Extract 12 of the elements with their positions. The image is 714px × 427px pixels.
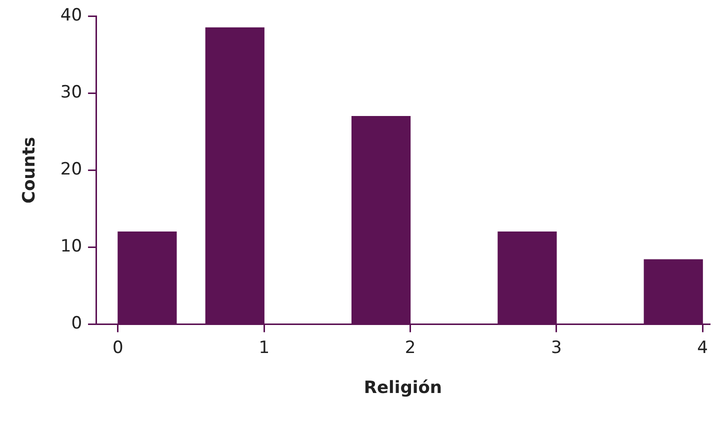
x-tick-label: 4 xyxy=(697,338,708,358)
y-tick-label: 10 xyxy=(60,236,82,257)
x-tick-label: 0 xyxy=(112,338,124,358)
y-tick-label: 30 xyxy=(60,82,82,103)
x-tick-label: 1 xyxy=(258,338,270,358)
x-tick-label: 2 xyxy=(404,338,416,358)
y-tick-label: 20 xyxy=(60,160,82,180)
x-axis-title: Religión xyxy=(364,378,442,398)
y-tick-label: 40 xyxy=(60,6,82,26)
x-tick-label: 3 xyxy=(551,338,562,358)
y-axis-title: Counts xyxy=(20,136,40,204)
y-tick-label: 0 xyxy=(71,314,82,334)
